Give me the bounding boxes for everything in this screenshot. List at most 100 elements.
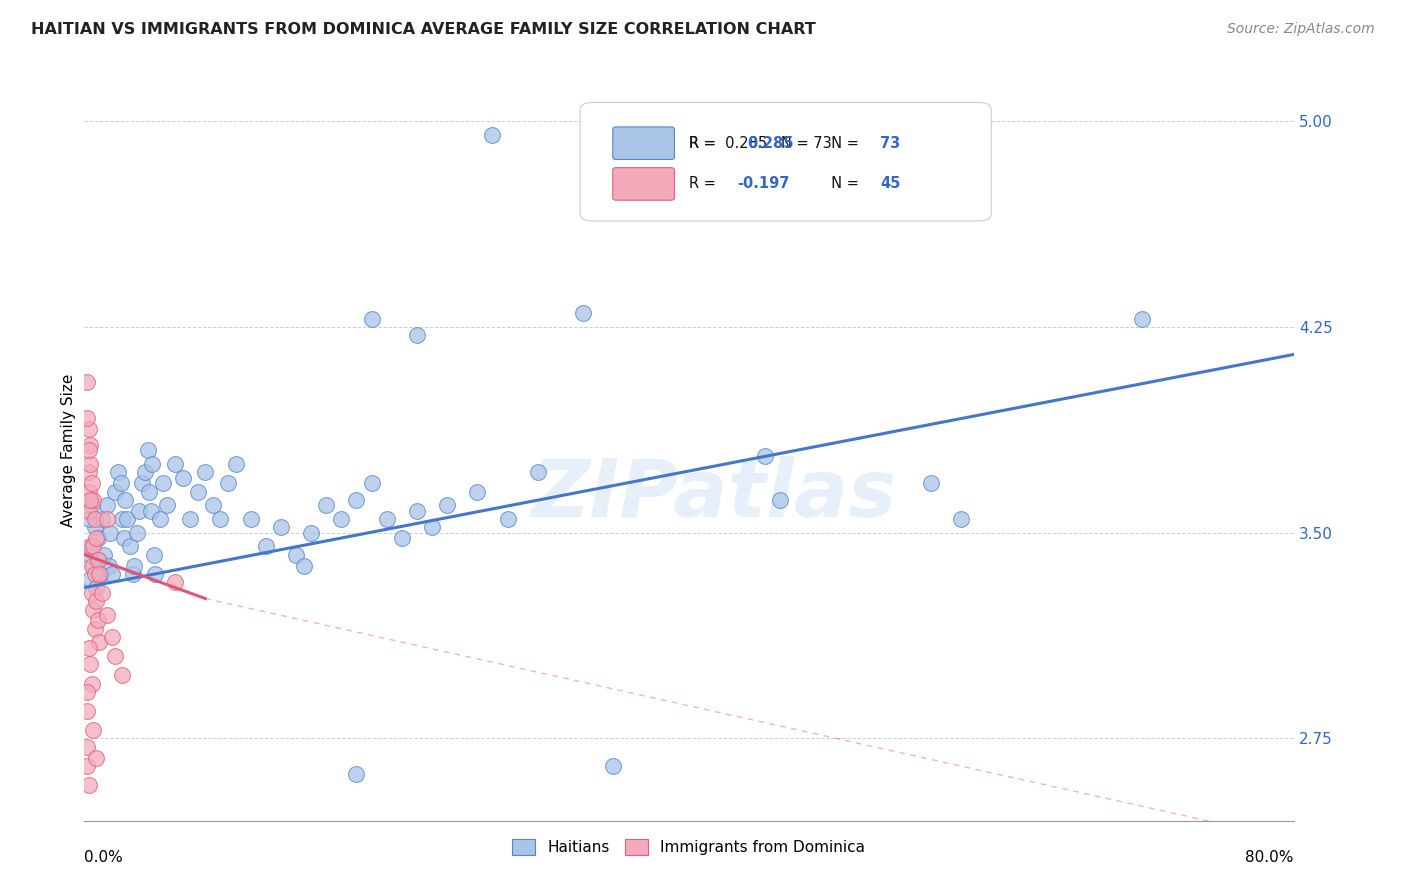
- Point: [270, 520, 292, 534]
- Text: 80.0%: 80.0%: [1246, 850, 1294, 865]
- Point: [285, 548, 308, 562]
- Point: [114, 492, 136, 507]
- Point: [254, 540, 277, 554]
- Point: [1130, 311, 1153, 326]
- Point: [138, 484, 160, 499]
- Point: [79, 572, 101, 586]
- Text: R =: R =: [689, 136, 725, 151]
- Point: [141, 457, 163, 471]
- Point: [77, 778, 100, 792]
- Point: [80, 676, 103, 690]
- Point: [375, 512, 398, 526]
- Point: [79, 657, 101, 672]
- Point: [118, 540, 141, 554]
- Point: [90, 566, 112, 581]
- Point: [80, 558, 103, 573]
- Text: 73: 73: [880, 136, 900, 151]
- Text: ZIPatlas: ZIPatlas: [530, 456, 896, 534]
- FancyBboxPatch shape: [613, 168, 675, 200]
- FancyBboxPatch shape: [613, 127, 675, 160]
- Point: [172, 471, 194, 485]
- Point: [96, 498, 118, 512]
- Point: [86, 581, 108, 595]
- Point: [87, 553, 110, 567]
- Point: [111, 512, 134, 526]
- Point: [84, 520, 107, 534]
- Point: [86, 594, 108, 608]
- Point: [127, 525, 149, 540]
- Point: [496, 512, 519, 526]
- Point: [104, 649, 127, 664]
- Point: [76, 704, 98, 718]
- Point: [91, 586, 114, 600]
- Point: [107, 466, 129, 480]
- Point: [104, 484, 127, 499]
- Point: [79, 492, 101, 507]
- Point: [131, 476, 153, 491]
- Point: [299, 525, 322, 540]
- Point: [360, 311, 382, 326]
- Y-axis label: Average Family Size: Average Family Size: [60, 374, 76, 527]
- Point: [76, 375, 98, 389]
- Point: [769, 492, 792, 507]
- Point: [89, 635, 111, 649]
- Point: [115, 512, 138, 526]
- Point: [77, 421, 100, 435]
- Point: [165, 575, 187, 590]
- Point: [84, 566, 107, 581]
- Point: [527, 466, 550, 480]
- Point: [420, 520, 443, 534]
- Point: [77, 443, 100, 458]
- Text: 45: 45: [880, 177, 900, 192]
- Point: [96, 607, 118, 622]
- Point: [225, 457, 247, 471]
- FancyBboxPatch shape: [581, 103, 991, 221]
- Point: [82, 540, 104, 554]
- Point: [77, 512, 100, 526]
- Text: R =  0.285   N = 73: R = 0.285 N = 73: [689, 136, 832, 151]
- Point: [80, 498, 103, 512]
- Point: [84, 622, 107, 636]
- Point: [87, 614, 110, 628]
- Point: [136, 443, 159, 458]
- Point: [194, 466, 217, 480]
- Point: [89, 566, 111, 581]
- Point: [86, 750, 108, 764]
- Point: [77, 504, 100, 518]
- Text: R =: R =: [689, 177, 720, 192]
- Point: [82, 723, 104, 738]
- Point: [239, 512, 262, 526]
- Point: [121, 566, 143, 581]
- Point: [142, 548, 165, 562]
- Point: [79, 438, 101, 452]
- Text: HAITIAN VS IMMIGRANTS FROM DOMINICA AVERAGE FAMILY SIZE CORRELATION CHART: HAITIAN VS IMMIGRANTS FROM DOMINICA AVER…: [31, 22, 815, 37]
- Point: [82, 492, 104, 507]
- Point: [145, 566, 167, 581]
- Point: [346, 767, 368, 781]
- Point: [76, 685, 98, 699]
- Point: [187, 484, 209, 499]
- Point: [110, 476, 132, 491]
- Point: [86, 531, 108, 545]
- Point: [602, 759, 624, 773]
- Point: [201, 498, 224, 512]
- Point: [80, 586, 103, 600]
- Text: 0.0%: 0.0%: [84, 850, 124, 865]
- Point: [406, 504, 429, 518]
- Point: [156, 498, 179, 512]
- Point: [572, 306, 595, 320]
- Text: N =: N =: [823, 177, 863, 192]
- Point: [79, 540, 101, 554]
- Point: [217, 476, 239, 491]
- Point: [80, 476, 103, 491]
- Point: [920, 476, 942, 491]
- Point: [754, 449, 776, 463]
- Point: [77, 640, 100, 655]
- Point: [346, 492, 368, 507]
- Point: [82, 602, 104, 616]
- Text: 0.285: 0.285: [747, 136, 793, 151]
- Point: [77, 484, 100, 499]
- Text: -0.197: -0.197: [737, 177, 790, 192]
- Text: N =: N =: [823, 136, 863, 151]
- Point: [87, 531, 110, 545]
